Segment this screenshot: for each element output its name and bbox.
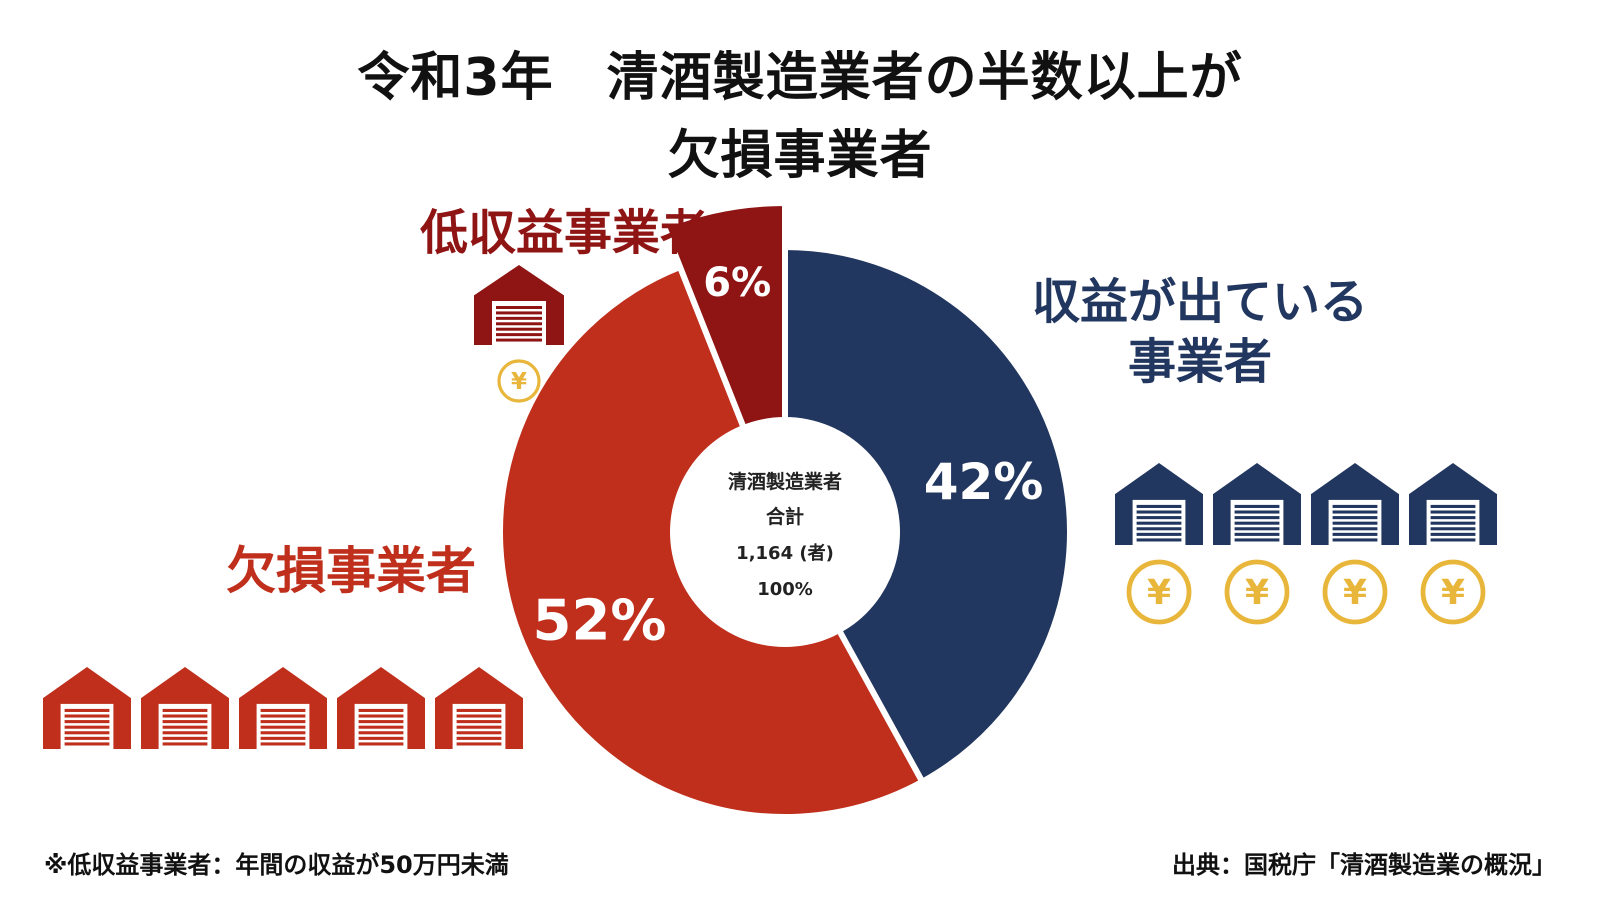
source-credit: 出典：国税庁「清酒製造業の概況」 — [1172, 851, 1556, 879]
label-profitable: 収益が出ている 事業者 — [1010, 272, 1390, 392]
center-text-line-3: 1,164 (者) — [736, 543, 834, 564]
center-text-line-1: 清酒製造業者 — [728, 470, 842, 493]
svg-text:¥: ¥ — [1441, 573, 1465, 613]
label-low-income: 低収益事業者 — [420, 205, 709, 261]
slice-label-low-income: 6% — [703, 260, 771, 306]
warehouse-icon — [1409, 463, 1497, 545]
page-title-line-2: 欠損事業者 — [667, 126, 933, 186]
yen-coin-icon: ¥ — [1126, 559, 1192, 625]
icon-group: ¥ ¥ ¥ ¥ ¥ — [43, 265, 1497, 749]
slice-label-profitable: 42% — [924, 453, 1044, 511]
warehouse-icon — [239, 667, 327, 749]
warehouse-icon — [1311, 463, 1399, 545]
center-text-line-4: 100% — [757, 579, 813, 600]
label-profitable-line-1: 収益が出ている — [1031, 274, 1368, 330]
warehouse-icon — [337, 667, 425, 749]
warehouse-icon — [1115, 463, 1203, 545]
slice-label-deficit: 52% — [532, 588, 666, 653]
yen-coin-icon: ¥ — [1322, 559, 1388, 625]
svg-text:¥: ¥ — [1245, 573, 1269, 613]
slice-profitable — [782, 243, 1073, 786]
label-deficit: 欠損事業者 — [226, 542, 476, 600]
svg-text:¥: ¥ — [1343, 573, 1367, 613]
label-profitable-line-2: 事業者 — [1127, 334, 1272, 390]
donut-center-hole — [670, 417, 900, 647]
page-title-line-1: 令和3年 清酒製造業者の半数以上が — [357, 48, 1243, 108]
center-text-line-2: 合計 — [766, 505, 804, 528]
footnote: ※低収益事業者：年間の収益が50万円未満 — [44, 851, 509, 879]
yen-coin-icon: ¥ — [497, 359, 541, 403]
svg-text:¥: ¥ — [511, 369, 527, 395]
slice-value-labels: 42% 52% 6% — [532, 260, 1043, 654]
warehouse-icon — [43, 667, 131, 749]
svg-text:¥: ¥ — [1147, 573, 1171, 613]
yen-coin-icon: ¥ — [1420, 559, 1486, 625]
warehouse-icon — [474, 265, 564, 345]
warehouse-icon — [435, 667, 523, 749]
warehouse-icon — [1213, 463, 1301, 545]
yen-coin-icon: ¥ — [1224, 559, 1290, 625]
warehouse-icon — [141, 667, 229, 749]
